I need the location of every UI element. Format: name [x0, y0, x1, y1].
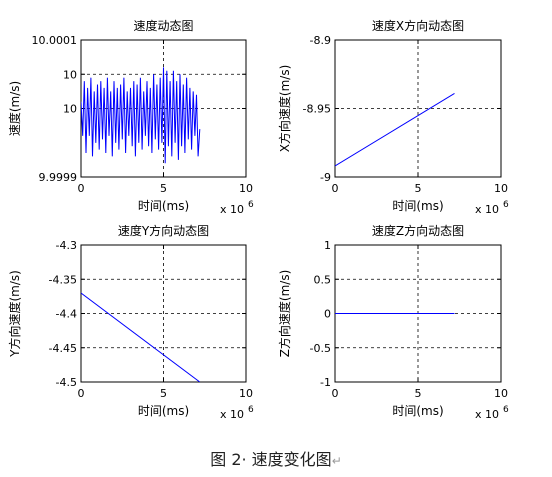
x-tick-label: 5 [415, 387, 422, 400]
y-axis-label: Y方向速度(m/s) [7, 270, 22, 358]
y-tick-label: 10 [63, 68, 77, 81]
y-tick-label: -1 [320, 376, 331, 389]
x-tick-label: 5 [160, 182, 167, 195]
x-tick-label: 0 [332, 182, 339, 195]
series-line-1 [81, 292, 201, 382]
y-axis-label: 速度(m/s) [7, 81, 22, 136]
chart-title: 速度Y方向动态图 [118, 223, 209, 238]
x-axis-label: 时间(ms) [392, 404, 443, 418]
y-tick-label: -8.9 [310, 34, 331, 47]
x-tick-label: 5 [160, 387, 167, 400]
x-axis-label: 时间(ms) [138, 199, 189, 213]
x-tick-label: 0 [78, 387, 85, 400]
x-tick-label: 10 [239, 182, 253, 195]
y-tick-label: 10 [63, 103, 77, 116]
series-line-1 [335, 92, 455, 167]
x-multiplier-exponent: 6 [503, 200, 509, 210]
x-multiplier-label: x 10 [220, 408, 244, 421]
y-tick-label: -4.35 [49, 273, 77, 286]
x-tick-label: 0 [332, 387, 339, 400]
y-tick-label: 0.5 [314, 273, 332, 286]
figure-caption: 图 2· 速度变化图↵ [0, 446, 552, 470]
x-tick-label: 10 [494, 387, 508, 400]
y-tick-label: 9.9999 [39, 171, 78, 184]
y-axis-label: X方向速度(m/s) [277, 65, 292, 153]
y-tick-label: -4.4 [56, 308, 77, 321]
y-tick-label: 0 [324, 308, 331, 321]
chart-title: 速度X方向动态图 [372, 18, 464, 33]
y-tick-label: -4.3 [56, 239, 77, 252]
series-line-1 [81, 67, 201, 164]
x-multiplier-label: x 10 [220, 203, 244, 216]
y-tick-label: 1 [324, 239, 331, 252]
x-axis-label: 时间(ms) [392, 199, 443, 213]
x-multiplier-exponent: 6 [503, 405, 509, 415]
x-axis-label: 时间(ms) [138, 404, 189, 418]
y-tick-label: -8.95 [303, 103, 331, 116]
paragraph-mark: ↵ [331, 454, 342, 468]
x-multiplier-exponent: 6 [248, 405, 254, 415]
y-tick-label: -4.45 [49, 342, 77, 355]
x-multiplier-label: x 10 [475, 203, 499, 216]
y-tick-label: 10.0001 [32, 34, 78, 47]
x-tick-label: 10 [494, 182, 508, 195]
x-multiplier-exponent: 6 [248, 200, 254, 210]
y-tick-label: -4.5 [56, 376, 77, 389]
x-multiplier-label: x 10 [475, 408, 499, 421]
chart-title: 速度Z方向动态图 [372, 223, 464, 238]
caption-text: 图 2· 速度变化图 [210, 450, 332, 469]
y-tick-label: -0.5 [310, 342, 331, 355]
chart-title: 速度动态图 [133, 18, 193, 33]
y-axis-label: Z方向速度(m/s) [277, 270, 292, 358]
x-tick-label: 5 [415, 182, 422, 195]
x-tick-label: 10 [239, 387, 253, 400]
x-tick-label: 0 [78, 182, 85, 195]
y-tick-label: -9 [320, 171, 331, 184]
chart-panel-3: 0 5 10 -4.5 -4.45 -4.4 -4.35 -4.3 速度Y方向动态图时间(ms)… [7, 223, 254, 421]
